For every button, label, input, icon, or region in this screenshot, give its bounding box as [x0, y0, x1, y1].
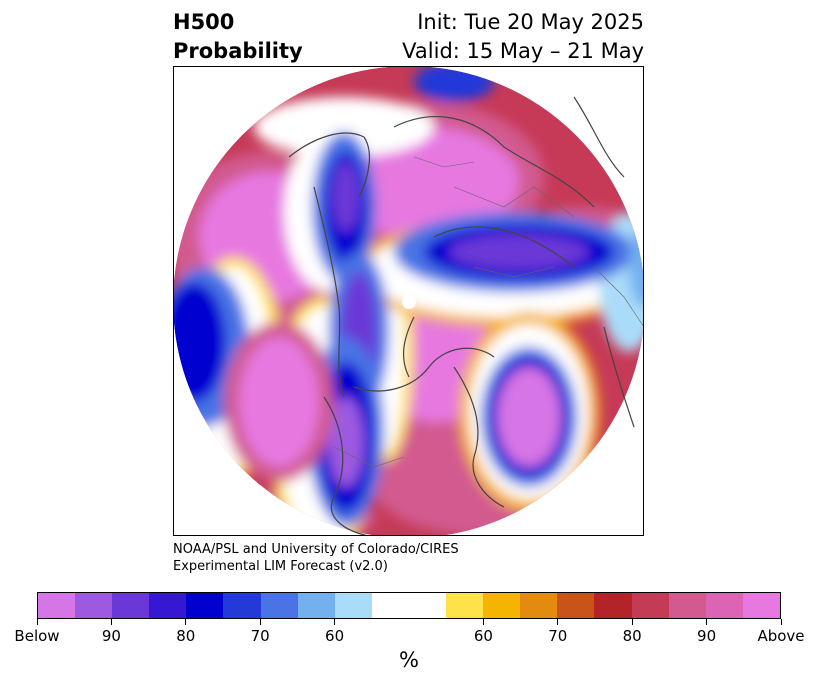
title-metric: Probability [173, 39, 303, 63]
borders [333, 156, 643, 468]
colorbar-tick-label: 80 [176, 627, 196, 645]
colorbar-tick [557, 619, 559, 625]
colorbar-swatch [557, 593, 595, 618]
map-dates: Init: Tue 20 May 2025 Valid: 15 May – 21… [402, 8, 644, 66]
colorbar-tick [185, 619, 187, 625]
credit-line-2: Experimental LIM Forecast (v2.0) [173, 559, 388, 574]
colorbar-tick-label: 70 [250, 627, 270, 645]
colorbar-tick [482, 619, 484, 625]
coastlines [288, 96, 635, 535]
init-date: Init: Tue 20 May 2025 [417, 10, 644, 34]
colorbar-tick [631, 619, 633, 625]
colorbar-tick [706, 619, 708, 625]
map-panel [173, 66, 644, 536]
colorbar-unit: % [399, 648, 419, 672]
map-title: H500 Probability [173, 8, 303, 66]
colorbar-tick-label: 90 [697, 627, 717, 645]
valid-range: Valid: 15 May – 21 May [402, 39, 644, 63]
colorbar-swatch [297, 593, 335, 618]
colorbar-tick-label: 90 [101, 627, 121, 645]
north-pole-marker [402, 295, 416, 309]
colorbar-tick-label: Below [14, 627, 60, 645]
colorbar-tick [780, 619, 782, 625]
colorbar-tick-label: Above [757, 627, 805, 645]
colorbar-swatch [594, 593, 632, 618]
colorbar-tick [110, 619, 112, 625]
colorbar-swatch [483, 593, 521, 618]
credit-line-1: NOAA/PSL and University of Colorado/CIRE… [173, 542, 459, 557]
colorbar-swatch [705, 593, 743, 618]
colorbar-tick-label: 70 [548, 627, 568, 645]
colorbar-tick [36, 619, 38, 625]
probability-map [174, 67, 643, 535]
colorbar-tick [259, 619, 261, 625]
colorbar-swatch [742, 593, 780, 618]
colorbar-swatch [631, 593, 669, 618]
colorbar-swatch [371, 593, 409, 618]
colorbar-swatch [38, 593, 76, 618]
colorbar-tick-label: 60 [325, 627, 345, 645]
probability-colorbar [37, 592, 781, 619]
credit-block: NOAA/PSL and University of Colorado/CIRE… [173, 541, 459, 575]
colorbar-swatch [260, 593, 298, 618]
colorbar-swatch [334, 593, 372, 618]
colorbar-tick [334, 619, 336, 625]
colorbar-swatch [149, 593, 187, 618]
colorbar-swatch [112, 593, 150, 618]
colorbar-swatch [520, 593, 558, 618]
colorbar-swatch [223, 593, 261, 618]
title-variable: H500 [173, 10, 235, 34]
colorbar-tick-label: 60 [473, 627, 493, 645]
colorbar-swatch [446, 593, 484, 618]
colorbar-swatch [668, 593, 706, 618]
colorbar-swatch [75, 593, 113, 618]
colorbar-swatch [408, 593, 447, 618]
colorbar-swatch [186, 593, 224, 618]
colorbar-tick-label: 80 [622, 627, 642, 645]
